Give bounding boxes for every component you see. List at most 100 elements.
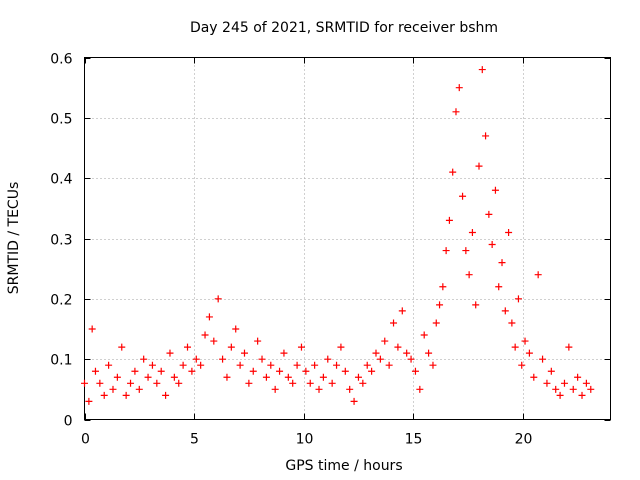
data-point <box>462 247 470 255</box>
data-point <box>341 367 349 375</box>
data-point <box>210 337 218 345</box>
data-point <box>539 355 547 363</box>
data-point <box>219 355 227 363</box>
data-point <box>514 295 522 303</box>
data-point <box>359 379 367 387</box>
y-tick-label: 0.6 <box>50 52 72 68</box>
data-point <box>385 361 393 369</box>
data-point <box>91 367 99 375</box>
data-point <box>100 391 108 399</box>
data-point <box>127 379 135 387</box>
data-point <box>552 385 560 393</box>
data-point <box>135 385 143 393</box>
data-point <box>485 210 493 218</box>
data-point <box>354 373 362 381</box>
data-point <box>201 331 209 339</box>
data-point <box>170 373 178 381</box>
x-tick-label: 15 <box>405 432 423 448</box>
data-point <box>439 283 447 291</box>
data-point <box>582 379 590 387</box>
grid <box>84 57 611 420</box>
data-point <box>122 391 130 399</box>
data-point <box>131 367 139 375</box>
x-tick-label: 20 <box>515 432 533 448</box>
data-point <box>455 84 463 92</box>
x-tick-label: 0 <box>81 432 90 448</box>
data-point <box>184 343 192 351</box>
y-tick-label: 0 <box>64 414 73 430</box>
data-point <box>88 325 96 333</box>
data-point <box>498 259 506 267</box>
data-point <box>188 367 196 375</box>
data-point <box>390 319 398 327</box>
data-point <box>249 367 257 375</box>
data-point <box>398 307 406 315</box>
data-point <box>144 373 152 381</box>
data-point <box>227 343 235 351</box>
data-point <box>511 343 519 351</box>
data-point <box>236 361 244 369</box>
data-point <box>376 355 384 363</box>
data-point <box>445 216 453 224</box>
y-axis-label: SRMTID / TECUs <box>6 182 22 295</box>
data-point <box>271 385 279 393</box>
data-point <box>465 271 473 279</box>
data-point <box>587 385 595 393</box>
data-point <box>197 361 205 369</box>
data-point <box>267 361 275 369</box>
data-point <box>565 343 573 351</box>
data-points <box>81 66 595 405</box>
data-point <box>302 367 310 375</box>
data-point <box>148 361 156 369</box>
data-point <box>556 391 564 399</box>
data-point <box>411 367 419 375</box>
data-point <box>534 271 542 279</box>
data-point <box>205 313 213 321</box>
data-point <box>140 355 148 363</box>
data-point <box>543 379 551 387</box>
data-point <box>547 367 555 375</box>
data-point <box>425 349 433 357</box>
data-point <box>232 325 240 333</box>
data-point <box>179 361 187 369</box>
data-point <box>459 192 467 200</box>
data-point <box>436 301 444 309</box>
data-point <box>525 349 533 357</box>
data-point <box>432 319 440 327</box>
y-tick-label: 0.3 <box>50 233 72 249</box>
data-point <box>442 247 450 255</box>
data-point <box>280 349 288 357</box>
data-point <box>81 379 88 387</box>
data-point <box>105 361 113 369</box>
data-point <box>363 361 371 369</box>
data-point <box>284 373 292 381</box>
data-point <box>472 301 480 309</box>
data-point <box>192 355 200 363</box>
data-point <box>394 343 402 351</box>
data-point <box>508 319 516 327</box>
data-point <box>505 228 513 236</box>
data-point <box>276 367 284 375</box>
data-point <box>118 343 126 351</box>
data-point <box>407 355 415 363</box>
data-point <box>574 373 582 381</box>
data-point <box>289 379 297 387</box>
data-point <box>214 295 222 303</box>
data-point <box>350 397 358 405</box>
data-point <box>337 343 345 351</box>
x-tick-label: 10 <box>296 432 314 448</box>
plot-area-border <box>84 57 611 420</box>
data-point <box>319 373 327 381</box>
data-point <box>429 361 437 369</box>
data-point <box>491 186 499 194</box>
data-point <box>85 397 93 405</box>
data-point <box>311 361 319 369</box>
data-point <box>324 355 332 363</box>
data-point <box>475 162 483 170</box>
data-point <box>328 379 336 387</box>
data-point <box>157 367 165 375</box>
data-point <box>297 343 305 351</box>
data-point <box>258 355 266 363</box>
data-point <box>333 361 341 369</box>
